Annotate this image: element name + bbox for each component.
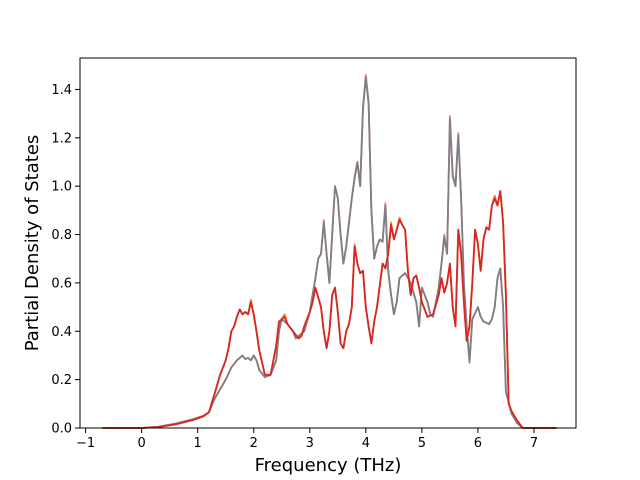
y-tick-label: 0.6 bbox=[51, 276, 72, 291]
y-axis-ticks: 0.0 0.2 0.4 0.6 0.8 1.0 1.2 1.4 bbox=[51, 83, 80, 437]
y-tick-label: 0.2 bbox=[51, 373, 72, 388]
series-line-3 bbox=[102, 190, 557, 429]
y-tick-label: 0.0 bbox=[51, 422, 72, 437]
x-axis-label: Frequency (THz) bbox=[255, 455, 402, 476]
x-tick-label: −1 bbox=[76, 436, 95, 451]
plot-area-frame bbox=[79, 57, 577, 429]
x-tick-label: 7 bbox=[530, 436, 538, 451]
x-tick-label: 3 bbox=[306, 436, 314, 451]
x-tick-label: 0 bbox=[138, 436, 146, 451]
x-axis-ticks: −1 0 1 2 3 4 5 6 7 bbox=[76, 428, 538, 451]
x-tick-label: 1 bbox=[194, 436, 202, 451]
y-tick-label: 0.4 bbox=[51, 325, 72, 340]
y-tick-label: 1.4 bbox=[51, 83, 72, 98]
series-layer bbox=[102, 74, 557, 429]
y-tick-label: 0.8 bbox=[51, 228, 72, 243]
x-tick-label: 4 bbox=[362, 436, 370, 451]
x-tick-label: 5 bbox=[418, 436, 426, 451]
series-line-2 bbox=[102, 76, 557, 429]
x-tick-label: 6 bbox=[474, 436, 482, 451]
series-line-4 bbox=[102, 190, 557, 429]
series-line-1 bbox=[102, 74, 557, 429]
y-tick-label: 1.2 bbox=[51, 131, 72, 146]
y-axis-label: Partial Density of States bbox=[22, 135, 43, 352]
y-tick-label: 1.0 bbox=[51, 180, 72, 195]
x-tick-label: 2 bbox=[250, 436, 258, 451]
